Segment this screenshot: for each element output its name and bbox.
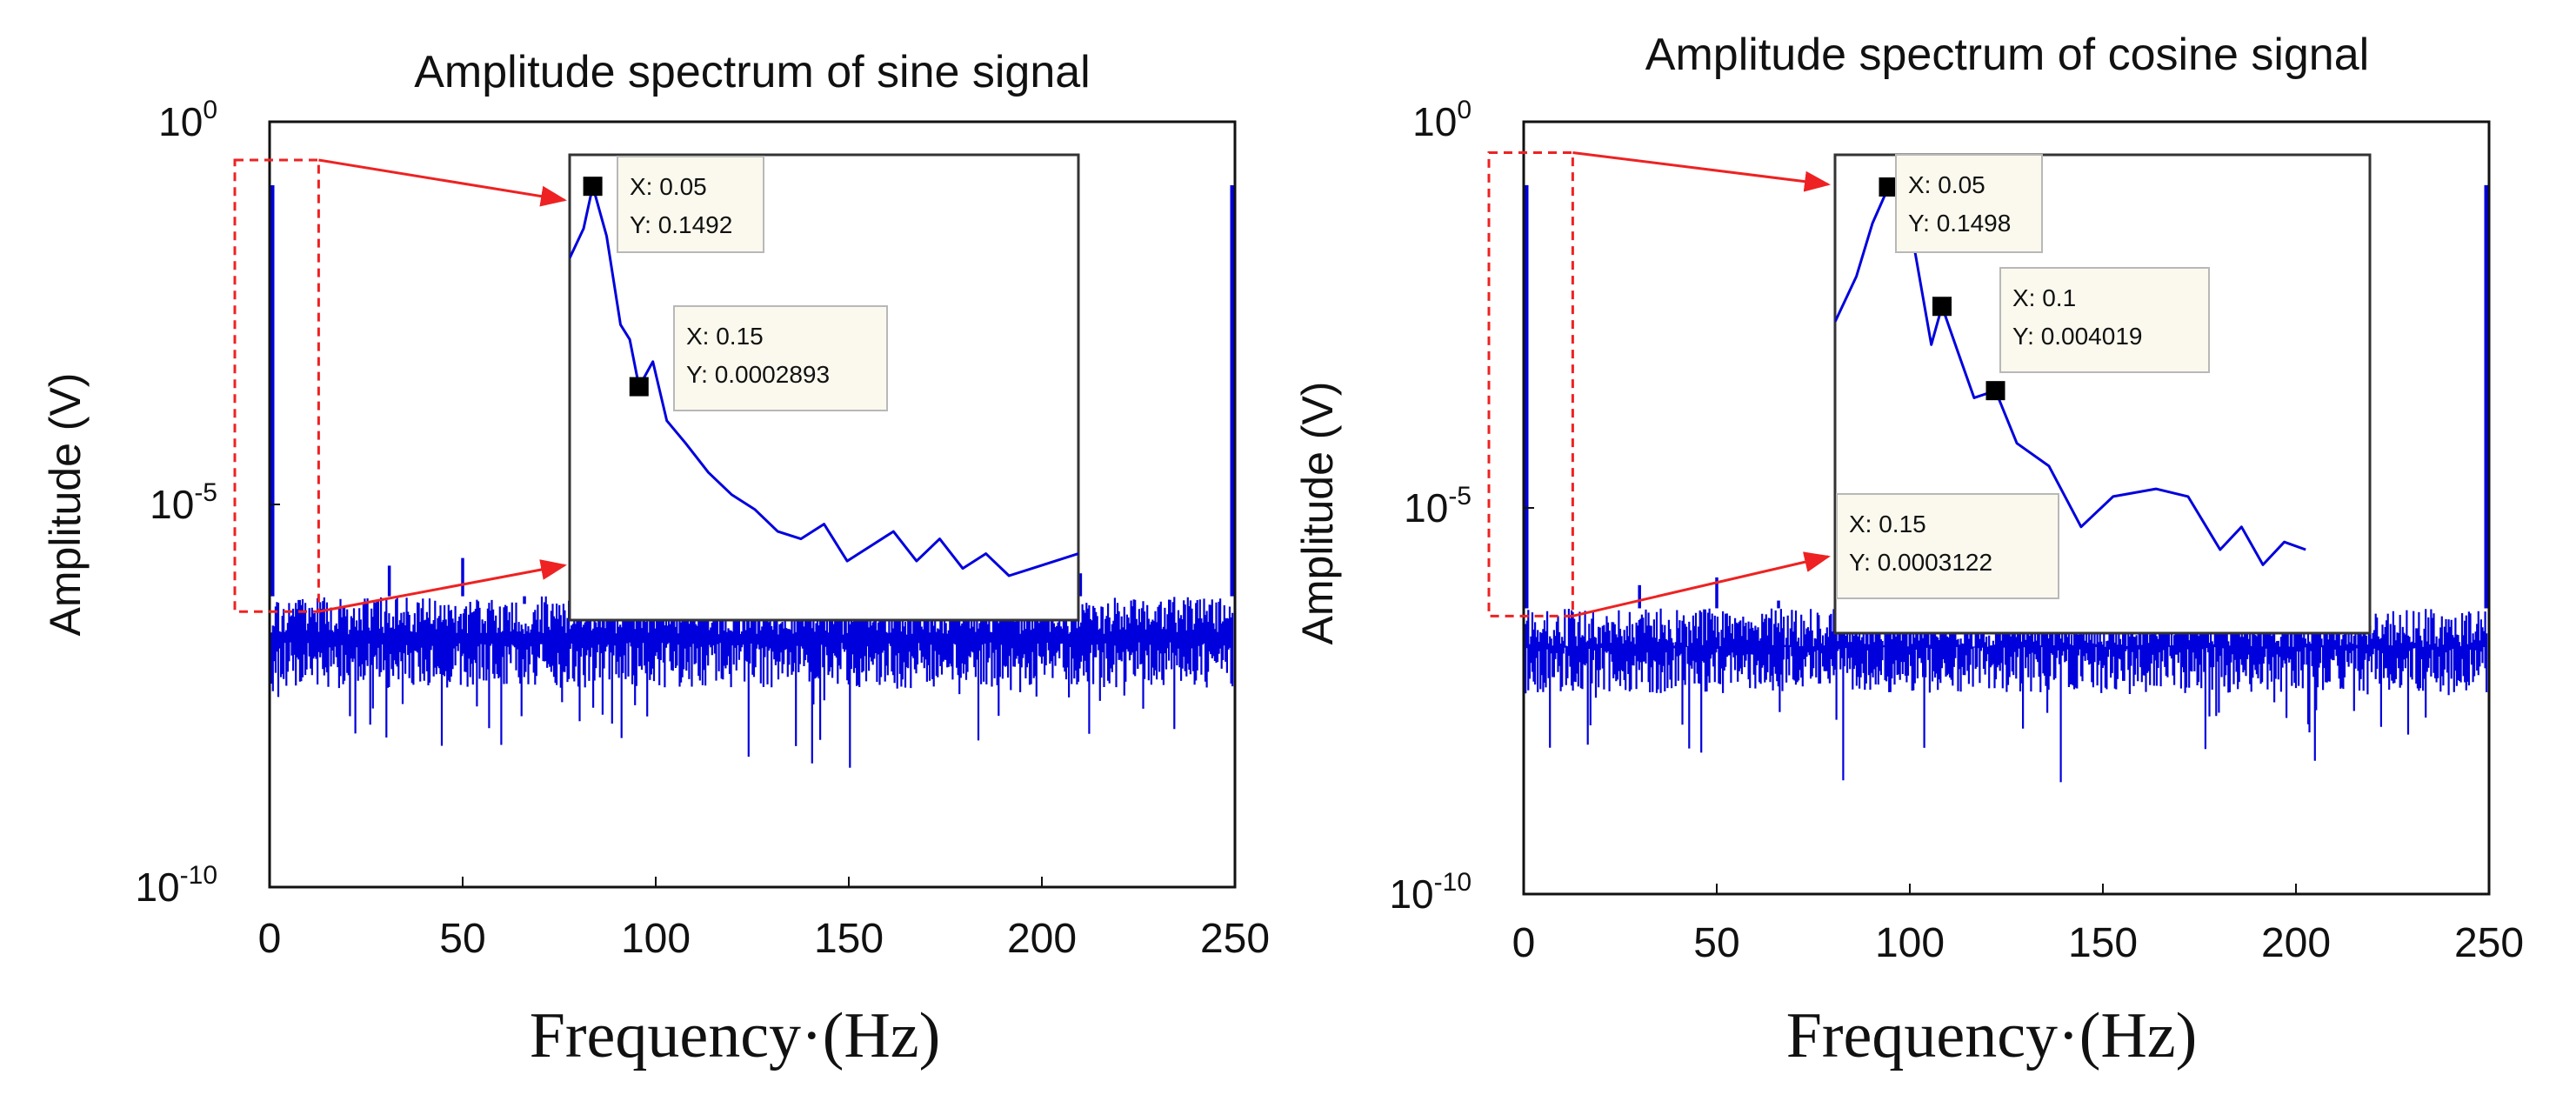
spectrum-noise xyxy=(1525,608,2488,783)
x-tick-label: 50 xyxy=(1693,920,1739,966)
zoom-region-box xyxy=(1487,151,1574,617)
x-tick-label: 0 xyxy=(258,916,282,962)
panel-sine: Amplitude spectrum of sine signal 0 50 100… xyxy=(41,47,1270,1071)
y-tick-label: 100 xyxy=(1412,96,1472,144)
x-tick-label: 250 xyxy=(2454,920,2524,966)
x-tick-label: 150 xyxy=(2068,920,2138,966)
chart-title: Amplitude spectrum of cosine signal xyxy=(1645,30,2369,80)
datatip: X: 0.15 Y: 0.0002893 xyxy=(673,305,888,411)
x-tick-label: 200 xyxy=(1007,916,1077,962)
zoom-arrow-bottom xyxy=(1572,551,1831,617)
x-tick-label: 50 xyxy=(439,916,485,962)
x-ticks: 0 50 100 150 200 250 xyxy=(1512,884,2524,966)
inset-series xyxy=(570,184,1078,577)
x-tick-label: 100 xyxy=(621,916,691,962)
x-tick-label: 150 xyxy=(814,916,884,962)
datatip-marker xyxy=(583,177,603,197)
x-axis-label: Frequency·(Hz) xyxy=(1786,1000,2198,1071)
x-tick-label: 0 xyxy=(1512,920,1536,966)
x-tick-label: 250 xyxy=(1200,916,1270,962)
datatip-y-label: Y: 0.1492 xyxy=(630,211,732,238)
datatip: X: 0.05 Y: 0.1498 xyxy=(1895,154,2043,253)
y-tick-label: 10-5 xyxy=(150,478,217,527)
datatip-box xyxy=(1895,154,2043,253)
datatip-y-label: Y: 0.1498 xyxy=(1908,210,2011,237)
y-ticks: 100 10-5 10-10 xyxy=(135,96,280,910)
chart-title: Amplitude spectrum of sine signal xyxy=(414,47,1091,97)
datatip-y-label: Y: 0.0003122 xyxy=(1849,549,1992,576)
x-tick-label: 200 xyxy=(2261,920,2331,966)
zoom-annotation xyxy=(233,158,567,613)
datatip: X: 0.05 Y: 0.1492 xyxy=(617,156,764,253)
x-ticks: 0 50 100 150 200 250 xyxy=(258,877,1270,962)
datatip-box xyxy=(1836,493,2059,599)
zoom-region-box xyxy=(233,158,320,613)
datatip-x-label: X: 0.05 xyxy=(1908,171,1985,198)
datatip-y-label: Y: 0.004019 xyxy=(2012,323,2142,350)
datatip-marker xyxy=(1985,381,2005,401)
zoom-arrow-top xyxy=(1572,151,1831,192)
y-axis-label: Amplitude (V) xyxy=(41,373,90,637)
spectrum-noise xyxy=(270,596,1234,768)
datatip-marker xyxy=(1879,177,1899,197)
datatip-x-label: X: 0.05 xyxy=(630,173,707,200)
y-tick-label: 10-10 xyxy=(135,861,217,910)
y-tick-label: 10-5 xyxy=(1404,482,1472,531)
y-axis-label: Amplitude (V) xyxy=(1293,382,1342,645)
datatip-marker xyxy=(629,377,649,397)
x-tick-label: 100 xyxy=(1875,920,1945,966)
datatip-x-label: X: 0.15 xyxy=(686,323,764,350)
datatip: X: 0.1 Y: 0.004019 xyxy=(1999,267,2210,373)
zoom-arrow-top xyxy=(318,158,567,207)
datatip: X: 0.15 Y: 0.0003122 xyxy=(1836,493,2059,599)
inset-plot: X: 0.05 Y: 0.1498 X: 0.1 Y: 0.004019 X: 0.15… xyxy=(1833,153,2372,635)
x-axis-label: Frequency·(Hz) xyxy=(530,1000,941,1071)
datatip-box xyxy=(617,156,764,253)
panel-cosine: Amplitude spectrum of cosine signal 0 50 1… xyxy=(1293,30,2524,1071)
y-tick-label: 100 xyxy=(158,96,217,144)
y-ticks: 100 10-5 10-10 xyxy=(1389,96,1534,917)
datatip-box xyxy=(1999,267,2210,373)
inset-line xyxy=(570,184,1078,577)
main-plot xyxy=(270,185,1235,768)
zoom-arrow-bottom xyxy=(318,559,567,613)
inset-plot: X: 0.05 Y: 0.1492 X: 0.15 Y: 0.0002893 xyxy=(568,153,1080,622)
datatip-x-label: X: 0.15 xyxy=(1849,511,1926,537)
datatip-y-label: Y: 0.0002893 xyxy=(686,361,830,388)
y-tick-label: 10-10 xyxy=(1389,868,1472,917)
datatip-x-label: X: 0.1 xyxy=(2012,284,2076,311)
main-plot xyxy=(1524,184,2489,783)
datatip-box xyxy=(673,305,888,411)
zoom-annotation xyxy=(1487,151,1831,617)
datatip-marker xyxy=(1932,297,1952,317)
